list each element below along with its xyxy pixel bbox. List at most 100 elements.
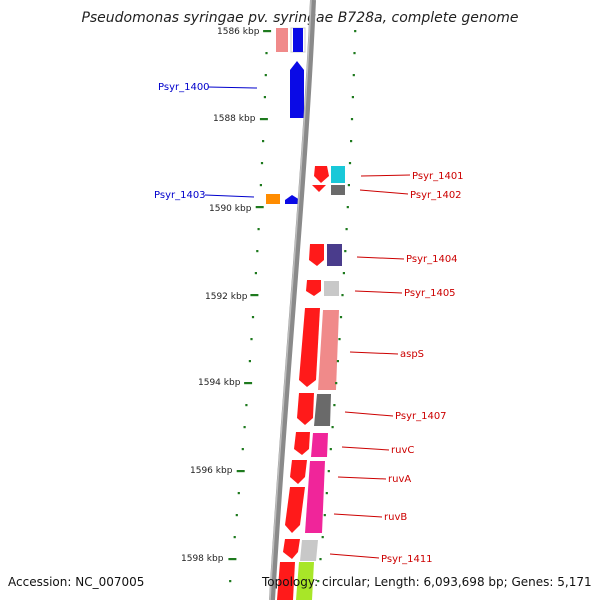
scale-tick-13 bbox=[251, 316, 255, 319]
scale-tick-22 bbox=[235, 514, 238, 517]
outer-tick-3 bbox=[351, 96, 354, 99]
gene-block-psyr-1407[interactable] bbox=[314, 394, 331, 426]
scale-tick-18 bbox=[243, 426, 246, 429]
genome-backbone-highlight bbox=[269, 0, 312, 600]
gene-arrow-bottom-red[interactable] bbox=[277, 562, 295, 600]
outer-tick-21 bbox=[325, 492, 328, 495]
topology-text: Topology: circular; Length: 6,093,698 bp… bbox=[262, 575, 592, 589]
gene-label-psyr-1402[interactable]: Psyr_1402 bbox=[410, 190, 462, 201]
gene-arrow-psyr-1403[interactable] bbox=[285, 195, 300, 204]
outer-tick-2 bbox=[352, 74, 355, 77]
gene-features bbox=[266, 27, 345, 600]
leader-psyr-1401 bbox=[360, 174, 411, 177]
scale-tick-14 bbox=[250, 338, 253, 341]
genome-backbone bbox=[269, 0, 316, 600]
scale-label-1598: 1598 kbp bbox=[181, 554, 224, 564]
outer-tick-11 bbox=[342, 272, 345, 275]
gene-block-psyr-1401[interactable] bbox=[331, 166, 345, 183]
scale-tick-23 bbox=[233, 536, 236, 539]
gene-block-psyr-1411[interactable] bbox=[300, 540, 318, 561]
leader-ruvA bbox=[337, 476, 387, 480]
gene-arrow-psyr-1402-red[interactable] bbox=[312, 185, 326, 192]
outer-tick-25 bbox=[317, 580, 320, 583]
outer-tick-20 bbox=[327, 470, 330, 473]
scale-tick-15 bbox=[248, 360, 251, 363]
leader-ruvB bbox=[333, 513, 383, 518]
outer-tick-16 bbox=[335, 382, 338, 385]
scale-label-1592: 1592 kbp bbox=[205, 292, 248, 302]
gene-labels-left: Psyr_1400 Psyr_1403 bbox=[154, 82, 258, 201]
gene-block-psyr-1403-orange[interactable] bbox=[266, 194, 280, 204]
gene-label-psyr-1411[interactable]: Psyr_1411 bbox=[381, 554, 433, 565]
scale-label-1590: 1590 kbp bbox=[209, 204, 252, 214]
outer-tick-8 bbox=[346, 206, 349, 209]
gene-label-psyr-1404[interactable]: Psyr_1404 bbox=[406, 254, 458, 265]
gene-block-psyr-1405[interactable] bbox=[324, 281, 339, 296]
outer-tick-23 bbox=[321, 536, 324, 539]
gene-arrow-psyr-1411-red[interactable] bbox=[283, 539, 300, 559]
gene-arrow-psyr-1405-red[interactable] bbox=[306, 280, 321, 296]
gene-arrow-psyr-1404-red[interactable] bbox=[309, 244, 324, 266]
gene-label-ruvB[interactable]: ruvB bbox=[384, 512, 407, 523]
outer-tick-0 bbox=[354, 30, 357, 33]
gene-block-psyr-1404[interactable] bbox=[327, 244, 342, 266]
leader-psyr-1404 bbox=[356, 256, 405, 260]
leader-psyr-1403 bbox=[204, 194, 255, 198]
gene-block-bottom-lime[interactable] bbox=[296, 562, 314, 600]
scale-ticks bbox=[228, 30, 272, 583]
gene-block-ruvA[interactable] bbox=[305, 461, 325, 533]
gene-label-ruvC[interactable]: ruvC bbox=[391, 445, 414, 456]
scale-label-1596: 1596 kbp bbox=[190, 466, 233, 476]
scale-tick-10 bbox=[256, 250, 259, 253]
outer-tick-13 bbox=[339, 316, 343, 319]
gene-block-pink-top[interactable] bbox=[276, 28, 288, 52]
outer-tick-18 bbox=[331, 426, 334, 429]
scale-tick-4 bbox=[259, 118, 268, 121]
scale-tick-20 bbox=[236, 470, 245, 473]
scale-tick-1 bbox=[265, 52, 268, 55]
outer-tick-6 bbox=[348, 162, 352, 165]
gene-block-aspS[interactable] bbox=[318, 310, 339, 390]
scale-tick-16 bbox=[244, 382, 253, 385]
gene-arrow-aspS-red[interactable] bbox=[299, 308, 320, 387]
gene-label-psyr-1400[interactable]: Psyr_1400 bbox=[158, 82, 210, 93]
scale-tick-8 bbox=[255, 206, 264, 209]
outer-tick-19 bbox=[329, 448, 332, 451]
gene-label-psyr-1407[interactable]: Psyr_1407 bbox=[395, 411, 447, 422]
scale-tick-0 bbox=[263, 30, 272, 33]
gene-label-psyr-1403[interactable]: Psyr_1403 bbox=[154, 190, 206, 201]
scale-label-1588: 1588 kbp bbox=[213, 114, 256, 124]
gene-label-psyr-1405[interactable]: Psyr_1405 bbox=[404, 288, 456, 299]
outer-tick-4 bbox=[350, 118, 354, 121]
gene-arrow-psyr-1400[interactable] bbox=[290, 61, 304, 118]
gene-arrow-ruvA-red[interactable] bbox=[290, 460, 307, 484]
outer-scale-ticks bbox=[317, 30, 357, 583]
outer-tick-14 bbox=[338, 338, 341, 341]
gene-arrow-ruvB-red[interactable] bbox=[285, 487, 305, 533]
outer-tick-12 bbox=[341, 294, 344, 297]
gene-label-aspS[interactable]: aspS bbox=[400, 349, 424, 360]
gene-block-blue-top[interactable] bbox=[293, 28, 303, 52]
accession-text: Accession: NC_007005 bbox=[8, 575, 145, 589]
gene-arrow-ruvC-red[interactable] bbox=[294, 432, 310, 455]
gene-label-psyr-1401[interactable]: Psyr_1401 bbox=[412, 171, 464, 182]
leader-psyr-1400 bbox=[207, 86, 258, 89]
outer-tick-17 bbox=[333, 404, 336, 407]
leader-psyr-1411 bbox=[329, 553, 380, 559]
gene-label-ruvA[interactable]: ruvA bbox=[388, 474, 411, 485]
scale-tick-2 bbox=[264, 74, 267, 77]
outer-tick-10 bbox=[344, 250, 347, 253]
leader-psyr-1405 bbox=[354, 290, 403, 294]
outer-tick-1 bbox=[353, 52, 356, 55]
scale-label-1586: 1586 kbp bbox=[217, 27, 260, 37]
gene-block-psyr-1402[interactable] bbox=[331, 185, 345, 195]
outer-tick-24 bbox=[319, 558, 322, 561]
gene-arrow-psyr-1401-red[interactable] bbox=[314, 166, 329, 183]
gene-block-ruvC[interactable] bbox=[311, 433, 328, 457]
outer-tick-22 bbox=[323, 514, 326, 517]
gene-arrow-psyr-1407-red[interactable] bbox=[297, 393, 314, 425]
leader-ruvC bbox=[341, 446, 390, 451]
scale-tick-9 bbox=[257, 228, 260, 231]
leader-aspS bbox=[349, 351, 399, 355]
